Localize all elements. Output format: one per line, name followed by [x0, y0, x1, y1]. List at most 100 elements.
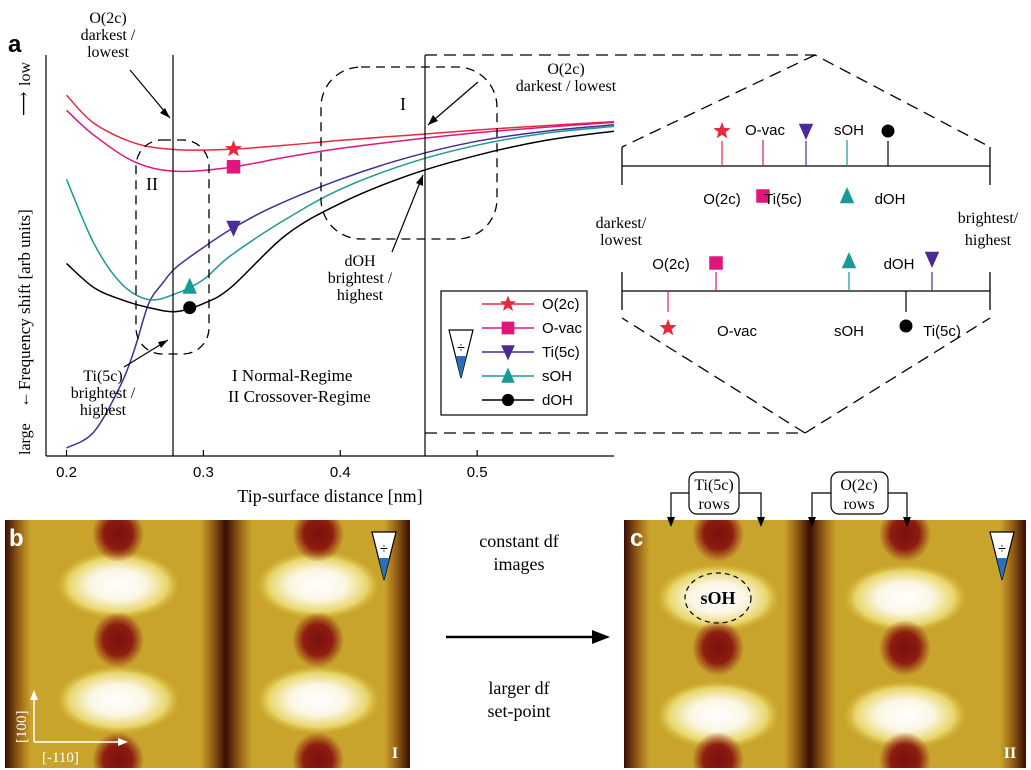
svg-text:O(2c): O(2c) [89, 10, 126, 27]
panel-c-letter: c [630, 525, 643, 552]
svg-text:÷: ÷ [998, 540, 1006, 556]
direction-indicator: [100] [-110] [14, 690, 128, 766]
scale-marker [659, 319, 677, 336]
afm-bright-feature [56, 551, 180, 619]
scale-marker [881, 124, 895, 138]
region-II-box [135, 139, 210, 355]
legend-marker [501, 345, 515, 361]
afm-bright-feature [56, 666, 180, 734]
scale-marker [924, 251, 940, 268]
arrow-up-icon [30, 690, 38, 700]
curve-markers [182, 140, 243, 315]
tip-icon: ÷ [448, 329, 474, 379]
scale-marker [709, 256, 723, 270]
panel-b-corner-label: I [392, 745, 398, 762]
svg-text:darkest /: darkest / [81, 27, 136, 44]
scale-label: O-vac [717, 323, 758, 340]
region-I-box [320, 66, 498, 240]
series-line-o-2c- [65, 94, 615, 151]
legend-label: Ti(5c) [542, 344, 580, 361]
arrowhead-icon [428, 115, 438, 125]
legend-marker [499, 295, 517, 311]
middle-text-bottom-2: set-point [488, 701, 551, 721]
y-bottom-label: large [17, 423, 34, 455]
svg-text:÷: ÷ [380, 540, 388, 556]
plot-area: 0.2 0.3 0.4 0.5 [45, 55, 615, 481]
afm-bright-feature [843, 681, 967, 749]
afm-dark-spot [692, 520, 744, 562]
scale-label: O(2c) [652, 256, 690, 273]
scale-right-label-1: brightest/ [958, 210, 1019, 227]
regime-labels: I Normal-Regime II Crossover-Regime [228, 366, 371, 406]
afm-dark-row [200, 520, 252, 768]
panel-c-corner-label: II [1004, 745, 1016, 762]
o2c-rows-bracket: O(2c) rows [808, 471, 911, 527]
panel-b-letter: b [9, 525, 24, 552]
scale-left-label-1: darkest/ [596, 215, 647, 232]
doh-annotation: dOH brightest / highest [328, 174, 424, 304]
direction-110-label: [-110] [42, 750, 79, 766]
x-ticks: 0.2 0.3 0.4 0.5 [56, 450, 488, 481]
scale-marker [713, 122, 731, 139]
y-arrow-up: ⟶ [14, 92, 33, 116]
svg-text:lowest: lowest [87, 44, 129, 61]
arrow-right-icon [592, 630, 610, 644]
afm-dark-spot [879, 732, 931, 768]
scale-marker [841, 252, 857, 269]
afm-dark-row [784, 520, 836, 768]
tip-icon-b: ÷ [371, 531, 397, 581]
scale-marker [899, 319, 913, 333]
afm-dark-spot [692, 732, 744, 768]
region-II-label: II [146, 174, 158, 194]
scale-marker [756, 189, 770, 203]
legend-marker [501, 393, 515, 407]
data-point-marker [183, 301, 197, 315]
legend-marker [501, 367, 515, 383]
scale-label: dOH [875, 191, 906, 208]
tip-icon-c: ÷ [989, 531, 1015, 581]
regime-I-label: I Normal-Regime [232, 366, 352, 385]
panel-a-letter: a [8, 31, 22, 58]
x-tick-label: 0.3 [193, 464, 214, 481]
data-point-marker [226, 160, 241, 174]
y-axis-label-group: large ← Frequency shift [arb units] ⟶ lo… [14, 62, 34, 455]
legend-items: O(2c) O-vac Ti(5c) sOH dOH [482, 295, 583, 409]
svg-text:darkest / lowest: darkest / lowest [516, 78, 617, 95]
svg-text:highest: highest [80, 402, 127, 419]
scale-label: sOH [834, 122, 864, 139]
scale-marker [839, 187, 855, 204]
scale-label: Ti(5c) [764, 191, 802, 208]
legend: O(2c) O-vac Ti(5c) sOH dOH ÷ [440, 290, 588, 416]
legend-label: sOH [542, 368, 572, 385]
svg-text:rows: rows [698, 496, 729, 513]
ti5c-rows-bracket: Ti(5c) rows [667, 471, 765, 527]
scale-label: sOH [834, 323, 864, 340]
afm-bright-feature [256, 551, 380, 619]
scale-label: dOH [884, 256, 915, 273]
y-axis-title: Frequency shift [arb units] [15, 209, 34, 390]
o2c-top-left-annotation: O(2c) darkest / lowest [81, 10, 171, 119]
afm-dark-row [624, 520, 650, 768]
scale-left-label-2: lowest [600, 232, 642, 249]
data-point-marker [224, 140, 243, 157]
y-arrow-down: ← [14, 391, 33, 408]
zoom-diamond-lines [621, 54, 816, 434]
curves [65, 94, 615, 449]
x-tick-label: 0.5 [467, 464, 488, 481]
scale-right-label-2: highest [965, 232, 1012, 249]
arrowhead-icon [416, 175, 423, 186]
scale-label: Ti(5c) [923, 323, 961, 340]
arrowhead-icon [160, 108, 170, 118]
svg-text:Ti(5c): Ti(5c) [83, 368, 122, 385]
legend-label: O-vac [542, 320, 583, 337]
scale-marks: O(2c) O-vac Ti(5c) sOH dOH O(2c) O-vac sOH dOH Ti… [652, 122, 961, 340]
afm-dark-spot [292, 732, 344, 768]
direction-100-label: [100] [14, 711, 30, 744]
afm-dark-spot [92, 612, 144, 668]
middle-text-top-1: constant df [479, 531, 558, 551]
afm-dark-spot [292, 520, 344, 562]
o2c-mid-annotation: O(2c) darkest / lowest [427, 61, 617, 126]
afm-dark-spot [92, 520, 144, 562]
svg-text:O(2c): O(2c) [547, 61, 584, 78]
afm-bright-feature [656, 564, 780, 632]
